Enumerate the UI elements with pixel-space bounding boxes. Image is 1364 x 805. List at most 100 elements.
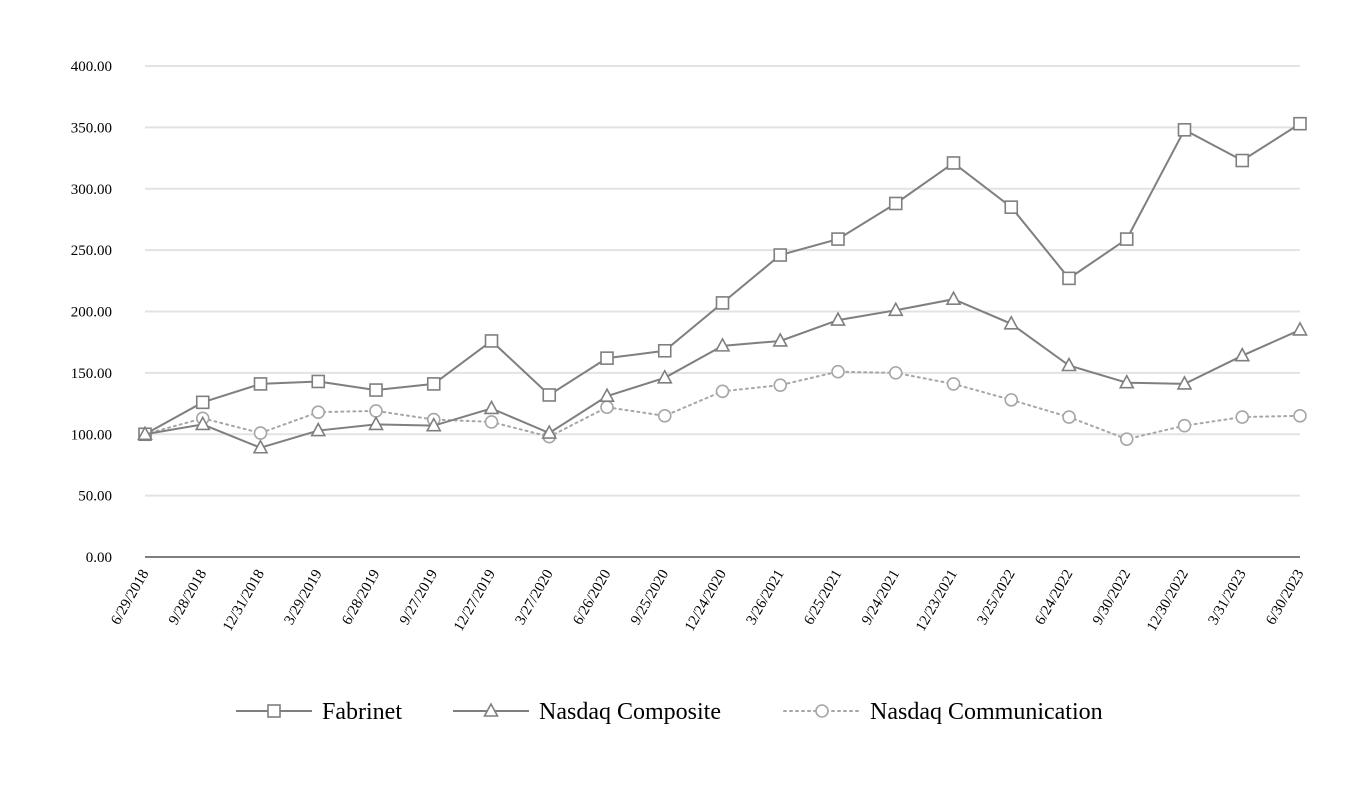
y-tick-label: 150.00 — [71, 366, 112, 382]
data-point-fabrinet — [773, 248, 788, 262]
y-tick-label: 300.00 — [71, 182, 112, 198]
x-tick-label: 9/25/2020 — [628, 567, 672, 628]
legend-label-nasdaq-communication: Nasdaq Communication — [870, 699, 1103, 725]
x-tick-label: 12/23/2021 — [913, 567, 961, 634]
x-tick-label: 12/31/2018 — [220, 567, 268, 634]
data-point-nasdaq-composite — [1176, 375, 1193, 390]
x-tick-label: 6/29/2018 — [108, 567, 152, 628]
data-point-nasdaq-communication — [657, 409, 672, 423]
data-point-fabrinet — [888, 196, 903, 211]
data-point-nasdaq-communication — [1293, 409, 1307, 423]
data-point-fabrinet — [1235, 153, 1250, 168]
data-point-nasdaq-communication — [773, 378, 788, 392]
x-tick-label: 3/29/2019 — [281, 567, 325, 628]
data-point-nasdaq-composite — [1061, 356, 1077, 372]
data-point-nasdaq-composite — [310, 421, 327, 437]
data-point-nasdaq-composite — [945, 290, 962, 306]
data-point-nasdaq-communication — [311, 405, 326, 419]
legend-marker-nasdaq-composite — [483, 702, 499, 717]
y-tick-label: 350.00 — [71, 120, 112, 136]
x-tick-label: 3/26/2021 — [743, 567, 787, 628]
x-tick-label: 6/25/2021 — [801, 567, 845, 628]
y-tick-label: 0.00 — [86, 550, 112, 566]
x-tick-label: 3/27/2020 — [512, 567, 556, 628]
data-point-fabrinet — [542, 388, 557, 402]
legend-label-nasdaq-composite: Nasdaq Composite — [539, 699, 721, 725]
data-point-nasdaq-composite — [252, 439, 269, 454]
data-point-nasdaq-composite — [656, 369, 673, 384]
data-point-fabrinet — [426, 377, 441, 391]
data-point-fabrinet — [946, 156, 961, 170]
data-point-nasdaq-composite — [1292, 321, 1308, 336]
legend: Fabrinet Nasdaq Composite Nasdaq Communica… — [236, 699, 1103, 725]
data-point-fabrinet — [311, 374, 326, 389]
data-point-fabrinet — [195, 395, 210, 410]
legend-item-nasdaq-communication: Nasdaq Communication — [783, 699, 1103, 725]
x-tick-label: 9/28/2018 — [166, 567, 210, 628]
series-nasdaq-composite — [137, 290, 1308, 454]
data-point-fabrinet — [831, 232, 845, 246]
data-point-nasdaq-communication — [1004, 393, 1019, 407]
data-point-nasdaq-communication — [1119, 432, 1134, 446]
x-tick-label: 6/24/2022 — [1032, 567, 1076, 628]
data-point-fabrinet — [1293, 116, 1307, 131]
y-tick-label: 250.00 — [71, 243, 112, 259]
data-point-fabrinet — [715, 296, 730, 310]
x-tick-label: 12/24/2020 — [682, 567, 730, 634]
data-point-fabrinet — [253, 377, 268, 391]
data-point-fabrinet — [1119, 232, 1134, 246]
legend-marker-fabrinet — [267, 704, 281, 718]
x-tick-label: 6/28/2019 — [339, 567, 383, 628]
x-tick-label: 6/26/2020 — [570, 567, 614, 628]
data-point-nasdaq-communication — [715, 384, 730, 399]
y-tick-label: 200.00 — [71, 305, 112, 321]
data-point-nasdaq-composite — [194, 415, 211, 431]
y-tick-label: 400.00 — [71, 59, 112, 75]
gridlines — [145, 65, 1300, 497]
data-point-nasdaq-composite — [1003, 315, 1020, 330]
data-point-nasdaq-composite — [1118, 374, 1135, 389]
data-point-nasdaq-communication — [1235, 410, 1250, 424]
x-tick-label: 9/27/2019 — [397, 567, 441, 628]
data-point-fabrinet — [657, 343, 672, 358]
data-point-fabrinet — [1004, 200, 1019, 214]
data-point-fabrinet — [600, 351, 614, 365]
data-point-nasdaq-composite — [887, 301, 904, 317]
x-tick-label: 3/31/2023 — [1205, 567, 1249, 628]
legend-label-fabrinet: Fabrinet — [322, 699, 402, 725]
data-point-nasdaq-communication — [600, 400, 614, 415]
data-point-nasdaq-communication — [888, 366, 903, 380]
data-point-nasdaq-composite — [137, 425, 153, 441]
x-tick-label: 9/24/2021 — [859, 567, 903, 628]
legend-marker-nasdaq-communication — [815, 704, 829, 718]
data-point-nasdaq-composite — [368, 415, 384, 431]
data-point-nasdaq-composite — [1234, 347, 1251, 362]
x-tick-label: 6/30/2023 — [1263, 567, 1307, 628]
data-point-fabrinet — [369, 383, 383, 397]
data-point-fabrinet — [1062, 271, 1076, 286]
data-point-nasdaq-composite — [772, 332, 789, 347]
data-point-nasdaq-communication — [253, 426, 268, 440]
data-point-fabrinet — [484, 334, 499, 348]
data-point-nasdaq-communication — [1177, 418, 1192, 433]
data-point-fabrinet — [1177, 123, 1192, 137]
data-point-nasdaq-composite — [830, 311, 846, 326]
y-tick-label: 50.00 — [78, 489, 112, 505]
data-point-nasdaq-composite — [541, 424, 558, 439]
data-point-nasdaq-communication — [946, 377, 961, 391]
data-point-nasdaq-communication — [1062, 410, 1076, 424]
axes: 0.00 50.00 100.00 150.00 200.00 250.00 300.00 3… — [71, 59, 1308, 634]
data-point-nasdaq-communication — [484, 415, 499, 429]
y-tick-label: 100.00 — [71, 427, 112, 443]
series-group — [137, 116, 1308, 454]
x-tick-label: 3/25/2022 — [974, 567, 1018, 628]
x-tick-label: 12/30/2022 — [1144, 567, 1192, 634]
x-tick-label: 12/27/2019 — [451, 567, 499, 634]
data-point-nasdaq-composite — [714, 337, 731, 352]
data-point-nasdaq-composite — [599, 387, 615, 402]
data-point-nasdaq-communication — [831, 364, 845, 379]
x-tick-label: 9/30/2022 — [1090, 567, 1134, 628]
data-point-nasdaq-communication — [369, 404, 383, 418]
